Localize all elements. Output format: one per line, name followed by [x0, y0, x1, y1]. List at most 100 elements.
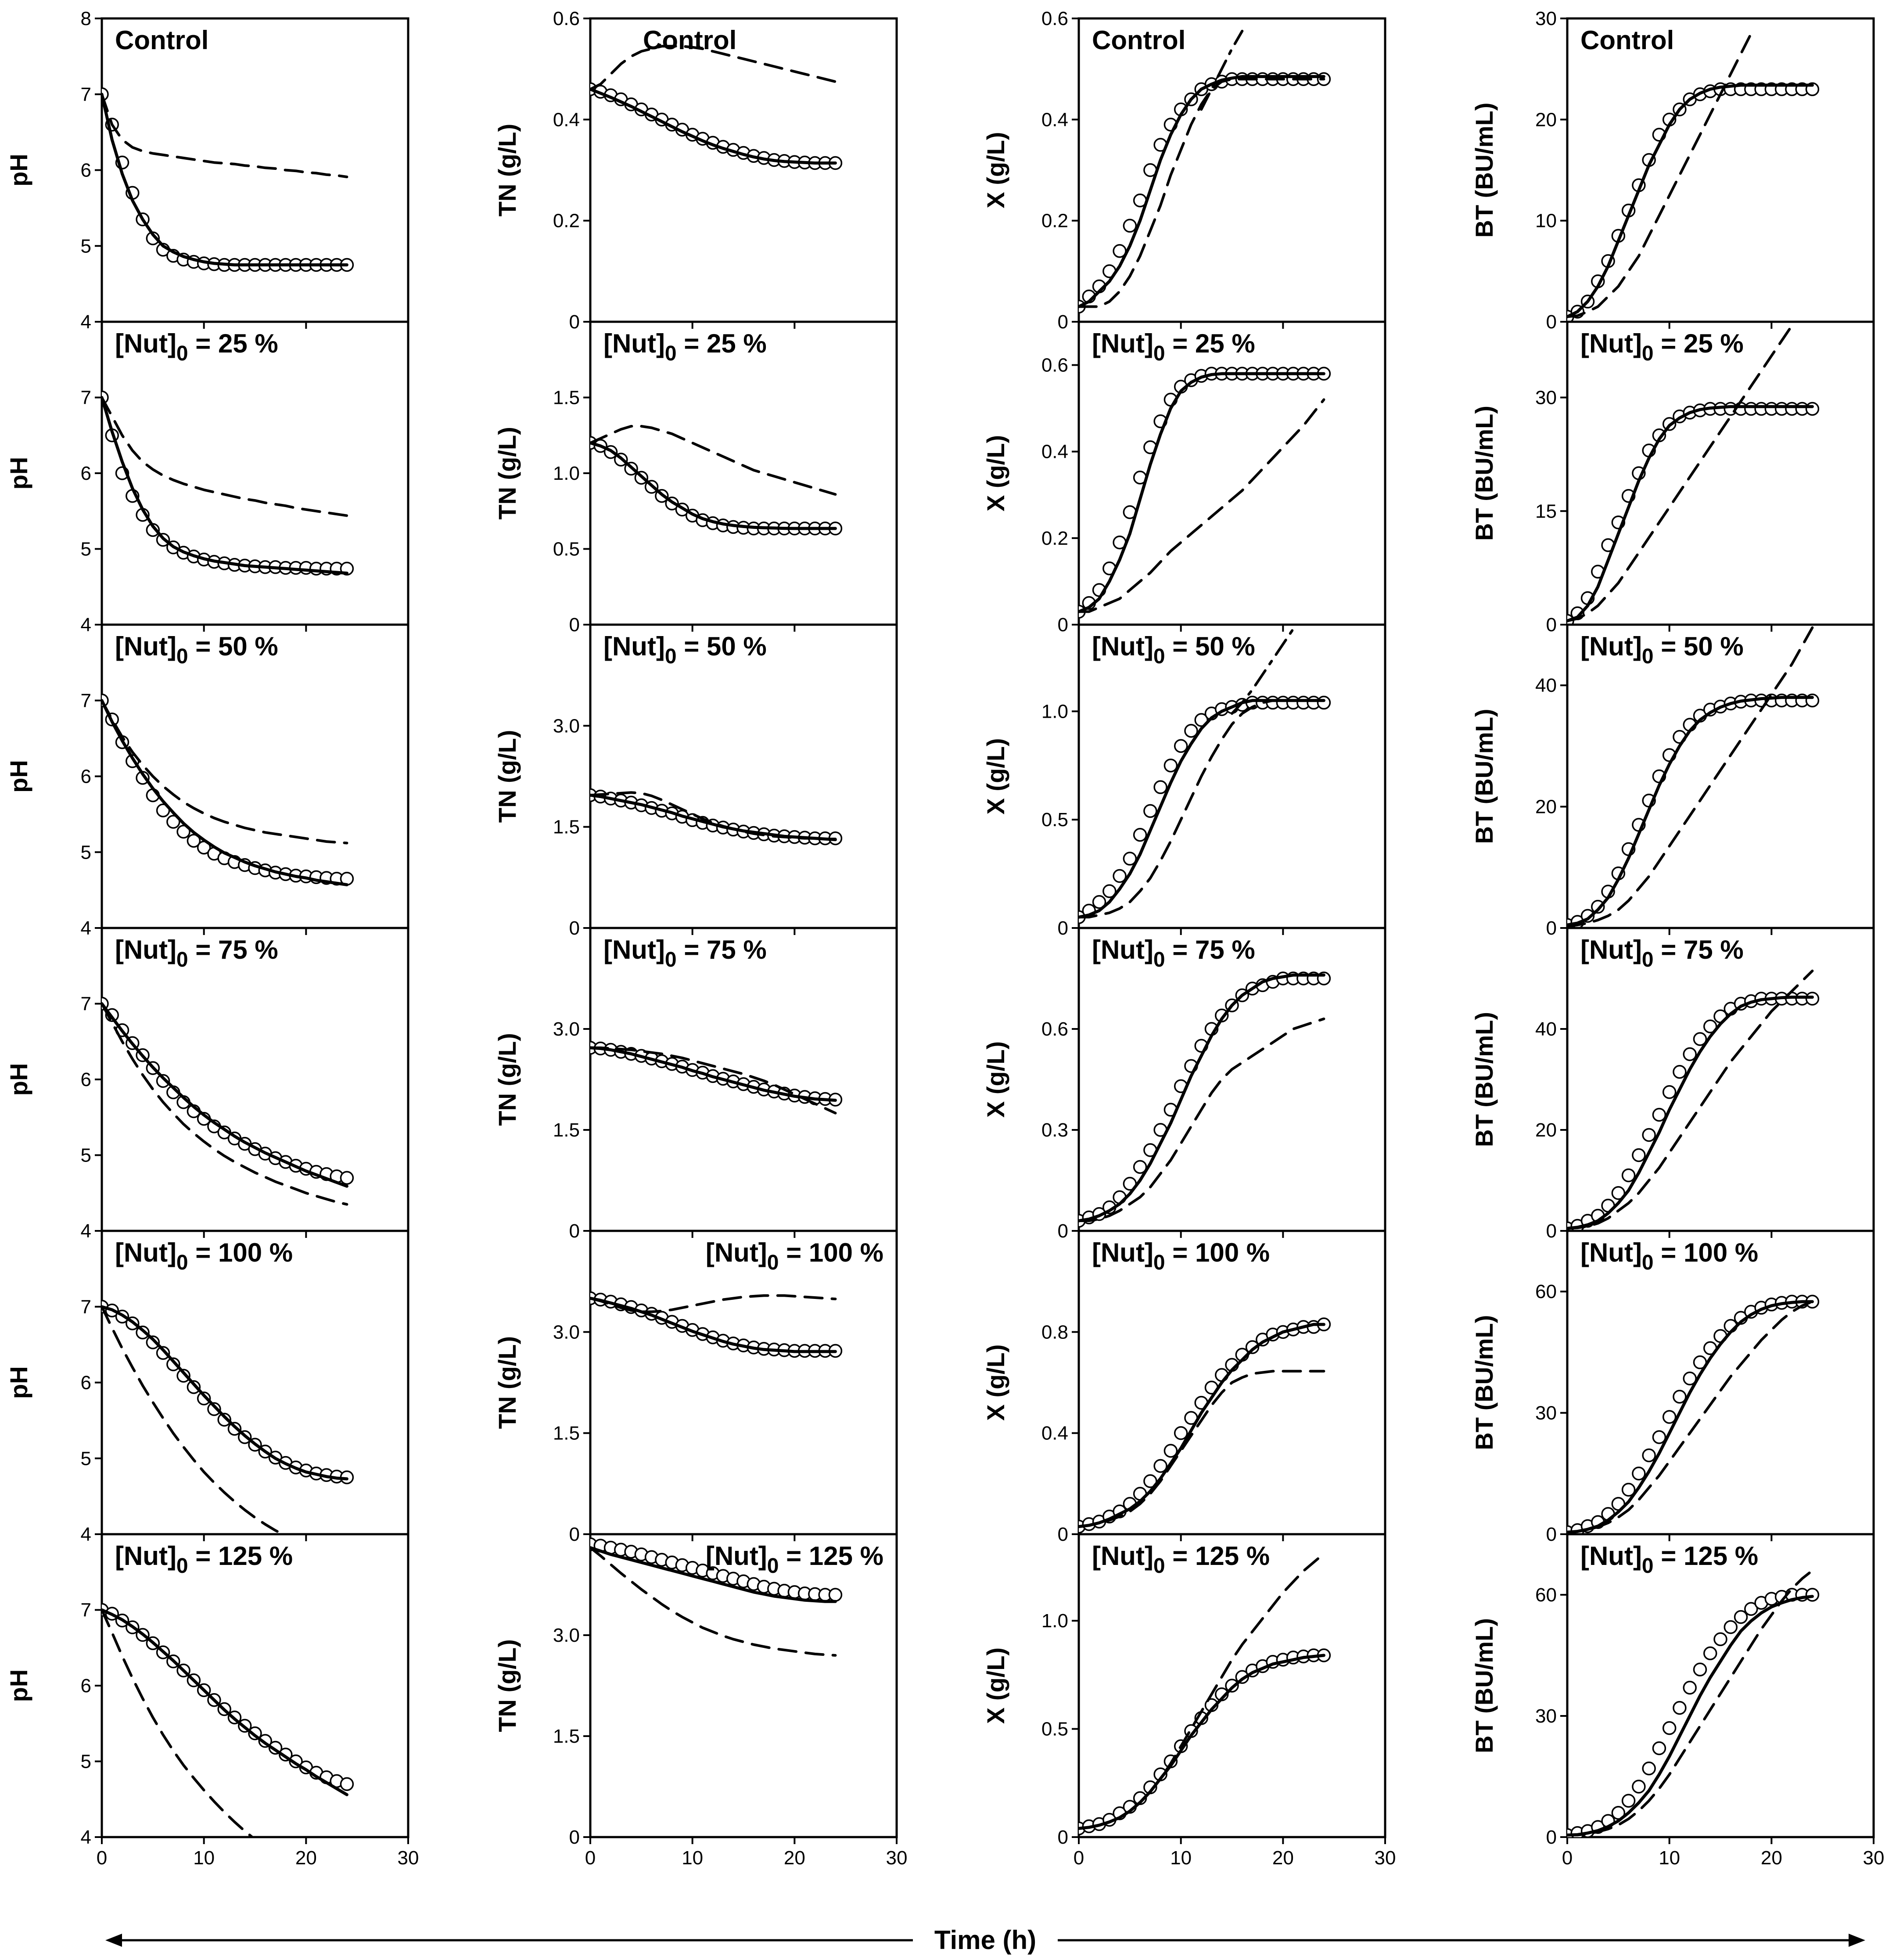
title-subscript: 0 [665, 342, 677, 365]
plot-area [1567, 324, 1820, 625]
x-tick-label: 30 [886, 1847, 908, 1869]
data-point [1621, 1482, 1636, 1497]
title-nut: [Nut] [115, 935, 176, 964]
title-subscript: 0 [1153, 342, 1165, 365]
y-tick-label: 6 [81, 463, 91, 484]
prediction-line [1567, 32, 1752, 318]
y-tick-label: 60 [1535, 1584, 1557, 1606]
data-point [1673, 1065, 1687, 1079]
title-nut: [Nut] [1092, 632, 1153, 661]
data-point [1225, 1679, 1239, 1693]
plot-frame [1566, 320, 1875, 626]
y-axis-label: BT (BU/mL) [1470, 709, 1498, 844]
plot-area [590, 788, 843, 845]
model-fit-line [590, 87, 837, 165]
y-tick-label: 6 [81, 160, 91, 181]
title-nut: [Nut] [1092, 1238, 1153, 1267]
data-point [340, 1171, 354, 1185]
y-tick-label: 5 [81, 842, 91, 863]
data-point [1163, 759, 1178, 773]
data-point [340, 1777, 354, 1791]
y-tick-label: 0.4 [1041, 109, 1068, 130]
data-point [156, 1346, 170, 1360]
panel-x-100: 00.40.8X (g/L)[Nut]0 = 100 % [982, 1230, 1386, 1545]
data-point [1123, 852, 1137, 866]
title-value: = 125 % [1165, 1541, 1270, 1571]
y-tick-label: 0.5 [1041, 1719, 1068, 1740]
y-axis-label: TN (g/L) [493, 730, 521, 823]
plot-frame [589, 17, 898, 323]
model-fit-line [102, 699, 348, 886]
x-tick-label: 10 [1659, 1847, 1680, 1869]
y-tick-label: 0 [1058, 917, 1068, 939]
data-point [1113, 869, 1127, 883]
title-nut: [Nut] [1580, 935, 1642, 964]
plot-area [102, 996, 354, 1206]
panel-ph-25: 4 5 6 7 pH [Nut]0 = 25 % [5, 320, 409, 636]
title-value: = 125 % [1654, 1541, 1759, 1571]
y-axis-label: X (g/L) [982, 1344, 1009, 1421]
y-axis-label: BT (BU/mL) [1470, 1618, 1498, 1753]
y-tick-label: 0.3 [1041, 1119, 1068, 1141]
data-point [1133, 828, 1147, 842]
y-tick-label: 30 [1535, 1705, 1557, 1727]
y-tick-label: 0 [569, 1220, 580, 1242]
data-point [1632, 1148, 1646, 1162]
panel-title: [Nut]0 = 50 % [1580, 632, 1744, 668]
title-value: = 75 % [677, 935, 767, 964]
model-fit-line [1079, 75, 1325, 308]
y-tick-label: 1.5 [553, 387, 580, 409]
x-tick-label: 20 [1272, 1847, 1294, 1869]
y-tick-label: 0 [1546, 614, 1557, 636]
data-point [1673, 1701, 1687, 1715]
prediction-line [1567, 626, 1814, 928]
model-fit-line [1079, 1323, 1325, 1528]
x-tick-label: 30 [398, 1847, 419, 1869]
plot-area [590, 1537, 843, 1657]
x-tick-label: 20 [295, 1847, 317, 1869]
y-tick-label: 0.6 [1041, 1018, 1068, 1040]
y-axis-label: pH [5, 154, 32, 187]
y-tick-label: 30 [1535, 1403, 1557, 1424]
data-point [1642, 1761, 1656, 1776]
y-tick-label: 6 [81, 1069, 91, 1090]
data-point [1673, 1389, 1687, 1404]
y-tick-label: 5 [81, 1145, 91, 1166]
y-tick-label: 1.5 [553, 1423, 580, 1444]
title-nut: [Nut] [1092, 935, 1153, 964]
title-subscript: 0 [767, 1554, 779, 1578]
y-tick-label: 0.2 [553, 210, 580, 232]
model-fit-line [1567, 696, 1814, 927]
y-tick-label: 0 [1058, 1524, 1068, 1545]
title-value: = 50 % [677, 632, 767, 661]
data-point [207, 1402, 221, 1416]
y-tick-label: 0 [1058, 1220, 1068, 1242]
y-axis-label: X (g/L) [982, 435, 1009, 511]
prediction-line [102, 396, 348, 517]
y-tick-label: 0.2 [1041, 528, 1068, 549]
panel-title: [Nut]0 = 125 % [1580, 1541, 1758, 1578]
plot-area [102, 390, 354, 576]
data-point [1652, 1430, 1666, 1444]
y-axis-label: BT (BU/mL) [1470, 1315, 1498, 1450]
data-point [156, 1074, 170, 1088]
y-tick-label: 0 [1546, 311, 1557, 333]
y-tick-label: 5 [81, 1448, 91, 1469]
plot-area [1567, 1295, 1820, 1534]
y-tick-label: 0 [1546, 1220, 1557, 1242]
panel-title: [Nut]0 = 50 % [1092, 632, 1255, 668]
time-axis-arrow: Time (h) [105, 1925, 1865, 1955]
panel-title: [Nut]0 = 25 % [1580, 329, 1744, 365]
panel-tn-25: 00.51.01.5TN (g/L)[Nut]0 = 25 % [493, 320, 898, 636]
data-point [1683, 1371, 1697, 1386]
model-fit-line [1079, 699, 1325, 919]
time-arrow-right-head [1849, 1934, 1865, 1947]
y-tick-label: 0.6 [1041, 8, 1068, 29]
y-tick-label: 7 [81, 387, 91, 409]
title-value: = 25 % [188, 329, 278, 358]
data-point [1724, 1620, 1738, 1634]
plot-area [1079, 971, 1331, 1228]
x-tick-label: 10 [193, 1847, 215, 1869]
prediction-line [590, 1546, 837, 1657]
data-point [1734, 1610, 1748, 1624]
